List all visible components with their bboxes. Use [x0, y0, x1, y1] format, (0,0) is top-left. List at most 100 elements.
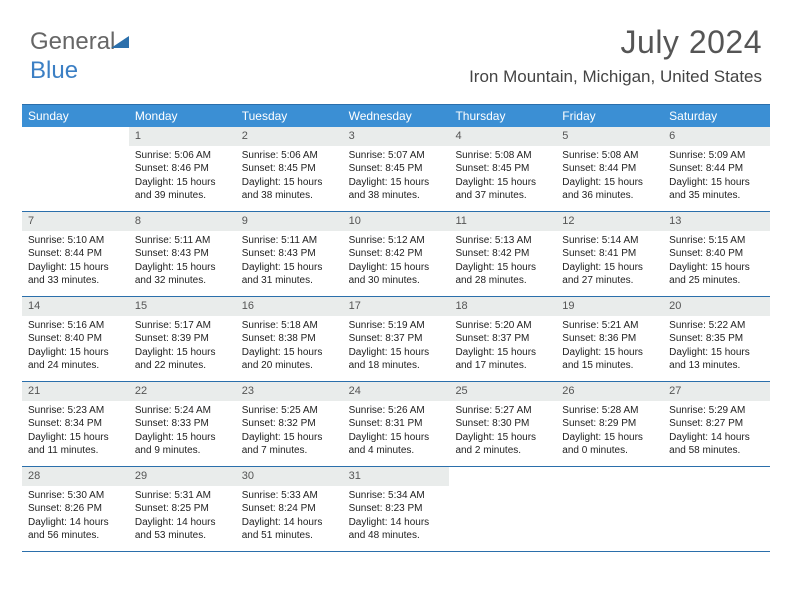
day-number: 8: [129, 212, 236, 231]
day-line: Sunset: 8:33 PM: [135, 417, 230, 431]
day-details: Sunrise: 5:11 AMSunset: 8:43 PMDaylight:…: [236, 231, 343, 292]
day-cell: 16Sunrise: 5:18 AMSunset: 8:38 PMDayligh…: [236, 297, 343, 381]
day-number: 4: [449, 127, 556, 146]
day-line: Sunrise: 5:21 AM: [562, 319, 657, 333]
week-row: 7Sunrise: 5:10 AMSunset: 8:44 PMDaylight…: [22, 212, 770, 297]
week-row: 28Sunrise: 5:30 AMSunset: 8:26 PMDayligh…: [22, 467, 770, 552]
day-line: Sunset: 8:31 PM: [349, 417, 444, 431]
day-details: Sunrise: 5:27 AMSunset: 8:30 PMDaylight:…: [449, 401, 556, 462]
day-line: Daylight: 14 hours and 58 minutes.: [669, 431, 764, 458]
day-details: Sunrise: 5:33 AMSunset: 8:24 PMDaylight:…: [236, 486, 343, 547]
day-line: Sunrise: 5:34 AM: [349, 489, 444, 503]
title-block: July 2024 Iron Mountain, Michigan, Unite…: [469, 24, 762, 87]
day-cell: 9Sunrise: 5:11 AMSunset: 8:43 PMDaylight…: [236, 212, 343, 296]
day-cell: 13Sunrise: 5:15 AMSunset: 8:40 PMDayligh…: [663, 212, 770, 296]
day-details: Sunrise: 5:06 AMSunset: 8:45 PMDaylight:…: [236, 146, 343, 207]
day-line: Sunset: 8:44 PM: [28, 247, 123, 261]
weekday-header: Wednesday: [343, 105, 450, 127]
day-line: Sunrise: 5:06 AM: [242, 149, 337, 163]
month-title: July 2024: [469, 24, 762, 61]
day-line: Sunrise: 5:11 AM: [135, 234, 230, 248]
day-line: Daylight: 15 hours and 25 minutes.: [669, 261, 764, 288]
day-details: Sunrise: 5:06 AMSunset: 8:46 PMDaylight:…: [129, 146, 236, 207]
day-cell: 19Sunrise: 5:21 AMSunset: 8:36 PMDayligh…: [556, 297, 663, 381]
day-line: Daylight: 15 hours and 9 minutes.: [135, 431, 230, 458]
week-row: 14Sunrise: 5:16 AMSunset: 8:40 PMDayligh…: [22, 297, 770, 382]
day-line: Sunrise: 5:10 AM: [28, 234, 123, 248]
day-details: Sunrise: 5:25 AMSunset: 8:32 PMDaylight:…: [236, 401, 343, 462]
day-cell: [556, 467, 663, 551]
day-number: 14: [22, 297, 129, 316]
day-number: 29: [129, 467, 236, 486]
day-line: Daylight: 15 hours and 11 minutes.: [28, 431, 123, 458]
day-number: 22: [129, 382, 236, 401]
day-line: Daylight: 15 hours and 17 minutes.: [455, 346, 550, 373]
day-number: 19: [556, 297, 663, 316]
day-number: 17: [343, 297, 450, 316]
day-cell: 26Sunrise: 5:28 AMSunset: 8:29 PMDayligh…: [556, 382, 663, 466]
day-line: Sunrise: 5:29 AM: [669, 404, 764, 418]
day-line: Sunrise: 5:23 AM: [28, 404, 123, 418]
day-cell: 21Sunrise: 5:23 AMSunset: 8:34 PMDayligh…: [22, 382, 129, 466]
day-line: Sunrise: 5:27 AM: [455, 404, 550, 418]
day-line: Sunrise: 5:25 AM: [242, 404, 337, 418]
day-number: 1: [129, 127, 236, 146]
day-line: Sunrise: 5:33 AM: [242, 489, 337, 503]
weekday-header: Friday: [556, 105, 663, 127]
day-details: Sunrise: 5:18 AMSunset: 8:38 PMDaylight:…: [236, 316, 343, 377]
day-line: Sunrise: 5:06 AM: [135, 149, 230, 163]
day-line: Daylight: 15 hours and 30 minutes.: [349, 261, 444, 288]
day-line: Sunrise: 5:22 AM: [669, 319, 764, 333]
day-line: Daylight: 15 hours and 18 minutes.: [349, 346, 444, 373]
day-line: Daylight: 15 hours and 39 minutes.: [135, 176, 230, 203]
day-line: Sunrise: 5:18 AM: [242, 319, 337, 333]
day-cell: 10Sunrise: 5:12 AMSunset: 8:42 PMDayligh…: [343, 212, 450, 296]
day-cell: 1Sunrise: 5:06 AMSunset: 8:46 PMDaylight…: [129, 127, 236, 211]
day-line: Daylight: 15 hours and 22 minutes.: [135, 346, 230, 373]
day-line: Daylight: 14 hours and 51 minutes.: [242, 516, 337, 543]
day-number: 3: [343, 127, 450, 146]
week-row: 21Sunrise: 5:23 AMSunset: 8:34 PMDayligh…: [22, 382, 770, 467]
day-line: Daylight: 15 hours and 38 minutes.: [349, 176, 444, 203]
day-cell: 30Sunrise: 5:33 AMSunset: 8:24 PMDayligh…: [236, 467, 343, 551]
day-line: Sunset: 8:39 PM: [135, 332, 230, 346]
day-line: Sunset: 8:23 PM: [349, 502, 444, 516]
day-cell: 27Sunrise: 5:29 AMSunset: 8:27 PMDayligh…: [663, 382, 770, 466]
day-line: Daylight: 14 hours and 56 minutes.: [28, 516, 123, 543]
day-line: Sunrise: 5:08 AM: [562, 149, 657, 163]
logo-triangle-icon: [111, 29, 131, 57]
day-number: 2: [236, 127, 343, 146]
weekday-header: Tuesday: [236, 105, 343, 127]
day-number: 11: [449, 212, 556, 231]
day-number: 9: [236, 212, 343, 231]
day-line: Sunset: 8:44 PM: [562, 162, 657, 176]
day-line: Daylight: 15 hours and 28 minutes.: [455, 261, 550, 288]
day-line: Sunrise: 5:14 AM: [562, 234, 657, 248]
day-details: Sunrise: 5:24 AMSunset: 8:33 PMDaylight:…: [129, 401, 236, 462]
day-cell: 11Sunrise: 5:13 AMSunset: 8:42 PMDayligh…: [449, 212, 556, 296]
weekday-header: Thursday: [449, 105, 556, 127]
day-details: Sunrise: 5:11 AMSunset: 8:43 PMDaylight:…: [129, 231, 236, 292]
day-line: Daylight: 15 hours and 35 minutes.: [669, 176, 764, 203]
day-details: Sunrise: 5:31 AMSunset: 8:25 PMDaylight:…: [129, 486, 236, 547]
day-cell: 28Sunrise: 5:30 AMSunset: 8:26 PMDayligh…: [22, 467, 129, 551]
weekday-header: Sunday: [22, 105, 129, 127]
day-line: Sunset: 8:36 PM: [562, 332, 657, 346]
day-line: Sunrise: 5:30 AM: [28, 489, 123, 503]
day-line: Daylight: 14 hours and 48 minutes.: [349, 516, 444, 543]
day-details: Sunrise: 5:30 AMSunset: 8:26 PMDaylight:…: [22, 486, 129, 547]
day-line: Sunset: 8:42 PM: [455, 247, 550, 261]
day-line: Sunset: 8:35 PM: [669, 332, 764, 346]
day-line: Daylight: 15 hours and 36 minutes.: [562, 176, 657, 203]
day-cell: 2Sunrise: 5:06 AMSunset: 8:45 PMDaylight…: [236, 127, 343, 211]
day-cell: 6Sunrise: 5:09 AMSunset: 8:44 PMDaylight…: [663, 127, 770, 211]
day-details: Sunrise: 5:19 AMSunset: 8:37 PMDaylight:…: [343, 316, 450, 377]
day-line: Sunset: 8:29 PM: [562, 417, 657, 431]
day-line: Sunrise: 5:19 AM: [349, 319, 444, 333]
logo: General Blue: [30, 28, 131, 85]
day-line: Sunrise: 5:31 AM: [135, 489, 230, 503]
day-number: 28: [22, 467, 129, 486]
day-number: 23: [236, 382, 343, 401]
day-line: Daylight: 15 hours and 24 minutes.: [28, 346, 123, 373]
day-line: Daylight: 15 hours and 27 minutes.: [562, 261, 657, 288]
